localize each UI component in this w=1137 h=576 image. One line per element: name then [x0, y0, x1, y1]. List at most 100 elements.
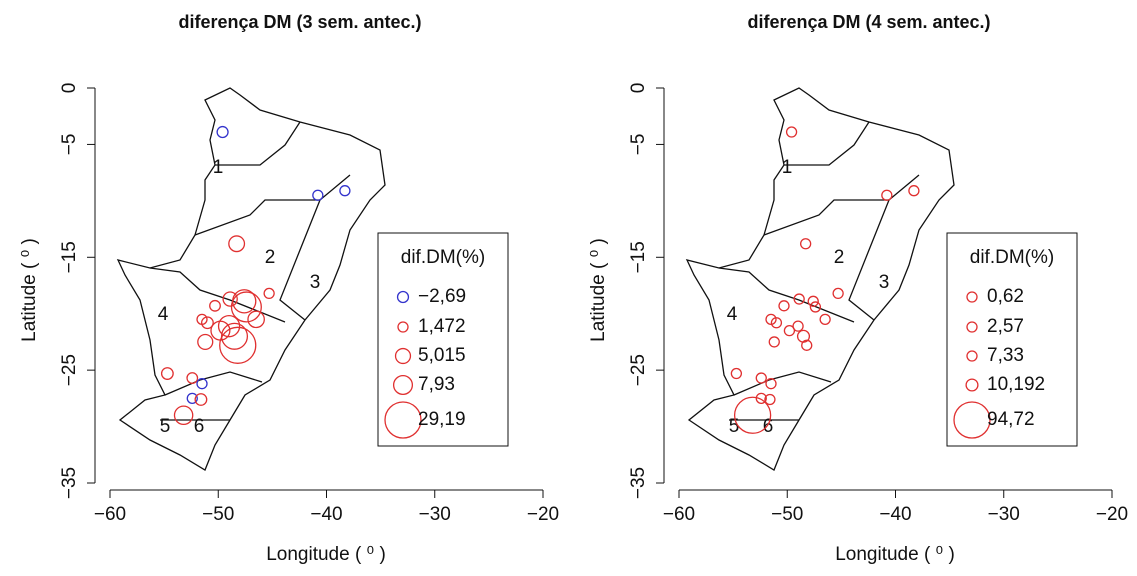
legend-symbol	[394, 347, 412, 365]
bubble	[755, 372, 767, 384]
region-label: 2	[834, 247, 845, 268]
legend-symbol	[953, 401, 991, 439]
bubble	[222, 291, 238, 307]
x-axis-label: Longitude ( ⁰ )	[835, 544, 955, 565]
legend-symbol	[384, 401, 422, 439]
bubble	[196, 313, 208, 326]
x-tick-label: −30	[988, 504, 1020, 525]
map-outline	[117, 87, 386, 471]
map-outline	[686, 87, 955, 471]
y-tick-label: −25	[59, 354, 80, 386]
region-label: 1	[213, 157, 224, 178]
y-tick-label: 0	[59, 83, 80, 94]
x-tick-label: −50	[202, 504, 234, 525]
y-tick-label: −5	[628, 134, 649, 156]
legend-label: 5,015	[418, 345, 466, 366]
x-tick-label: −20	[527, 504, 559, 525]
y-axis-label: Latitude ( ⁰ )	[19, 238, 40, 342]
bubble	[216, 125, 229, 139]
bubble	[807, 295, 819, 307]
bubble	[785, 126, 798, 138]
bubble	[730, 367, 743, 380]
bubble	[247, 310, 265, 329]
bubble	[733, 396, 772, 434]
bubble	[173, 405, 194, 426]
x-tick-label: −40	[310, 504, 342, 525]
region-label: 2	[265, 247, 276, 268]
legend-title: dif.DM(%)	[970, 247, 1054, 268]
legend-box	[946, 232, 1078, 447]
legend-symbol	[396, 290, 410, 304]
region-label: 6	[763, 416, 774, 437]
bubble	[764, 393, 776, 406]
region-label: 5	[160, 416, 171, 437]
bubble	[800, 238, 812, 250]
y-tick-label: 0	[628, 83, 649, 94]
region-label: 3	[310, 272, 321, 293]
panel: diferença DM (3 sem. antec.) Longitude ( …	[19, 12, 559, 565]
y-tick-label: −35	[628, 467, 649, 499]
x-tick-label: −60	[663, 504, 695, 525]
x-tick-label: −30	[419, 504, 451, 525]
bubble	[881, 189, 893, 201]
legend-symbol	[966, 321, 978, 333]
bubble	[197, 333, 214, 351]
bubble	[186, 392, 198, 405]
bubble	[793, 293, 805, 305]
legend-label: 1,472	[418, 316, 466, 337]
bubble	[755, 392, 767, 405]
chart-title: diferença DM (4 sem. antec.)	[747, 12, 990, 32]
bubble	[339, 185, 351, 197]
x-tick-label: −20	[1096, 504, 1128, 525]
bubble	[832, 287, 844, 300]
legend-label: 0,62	[987, 286, 1024, 307]
y-tick-label: −5	[59, 134, 80, 156]
bubble	[809, 301, 822, 313]
region-label: 1	[782, 157, 793, 178]
legend-symbol	[392, 374, 414, 396]
y-axis-label: Latitude ( ⁰ )	[588, 238, 609, 342]
x-tick-label: −60	[94, 504, 126, 525]
region-label: 4	[158, 304, 169, 325]
bubble	[209, 299, 221, 312]
bubble	[765, 313, 777, 326]
bubble	[230, 291, 262, 323]
bubble	[186, 372, 199, 384]
region-label: 5	[729, 416, 740, 437]
legend-label: 7,33	[987, 345, 1024, 366]
bubble	[312, 189, 324, 201]
chart-title: diferença DM (3 sem. antec.)	[178, 12, 421, 32]
bubble	[219, 326, 257, 364]
bubble	[263, 287, 275, 300]
bubble	[819, 313, 831, 326]
legend-symbol	[966, 291, 978, 303]
legend-symbol	[966, 350, 978, 362]
bubble	[783, 324, 796, 337]
legend-label: 2,57	[987, 316, 1024, 337]
region-label: 4	[727, 304, 738, 325]
legend-label: 94,72	[987, 409, 1035, 430]
bubble	[778, 300, 790, 312]
region-label: 6	[194, 416, 205, 437]
legend-title: dif.DM(%)	[401, 247, 485, 268]
bubble	[201, 316, 214, 330]
legend-label: 10,192	[987, 374, 1045, 395]
x-tick-label: −50	[771, 504, 803, 525]
bubble	[908, 185, 920, 197]
y-tick-label: −15	[628, 241, 649, 273]
x-axis-label: Longitude ( ⁰ )	[266, 544, 386, 565]
y-tick-label: −15	[59, 241, 80, 273]
bubble	[801, 339, 813, 351]
panel: diferença DM (4 sem. antec.) Longitude ( …	[588, 12, 1128, 565]
legend-symbol	[965, 378, 979, 392]
legend-label: −2,69	[418, 286, 466, 307]
y-tick-label: −25	[628, 354, 649, 386]
bubble	[228, 235, 246, 253]
legend-box	[377, 232, 509, 447]
legend-label: 7,93	[418, 374, 455, 395]
bubble	[765, 378, 777, 390]
bubble	[196, 378, 208, 390]
bubble	[792, 320, 804, 332]
y-tick-label: −35	[59, 467, 80, 499]
